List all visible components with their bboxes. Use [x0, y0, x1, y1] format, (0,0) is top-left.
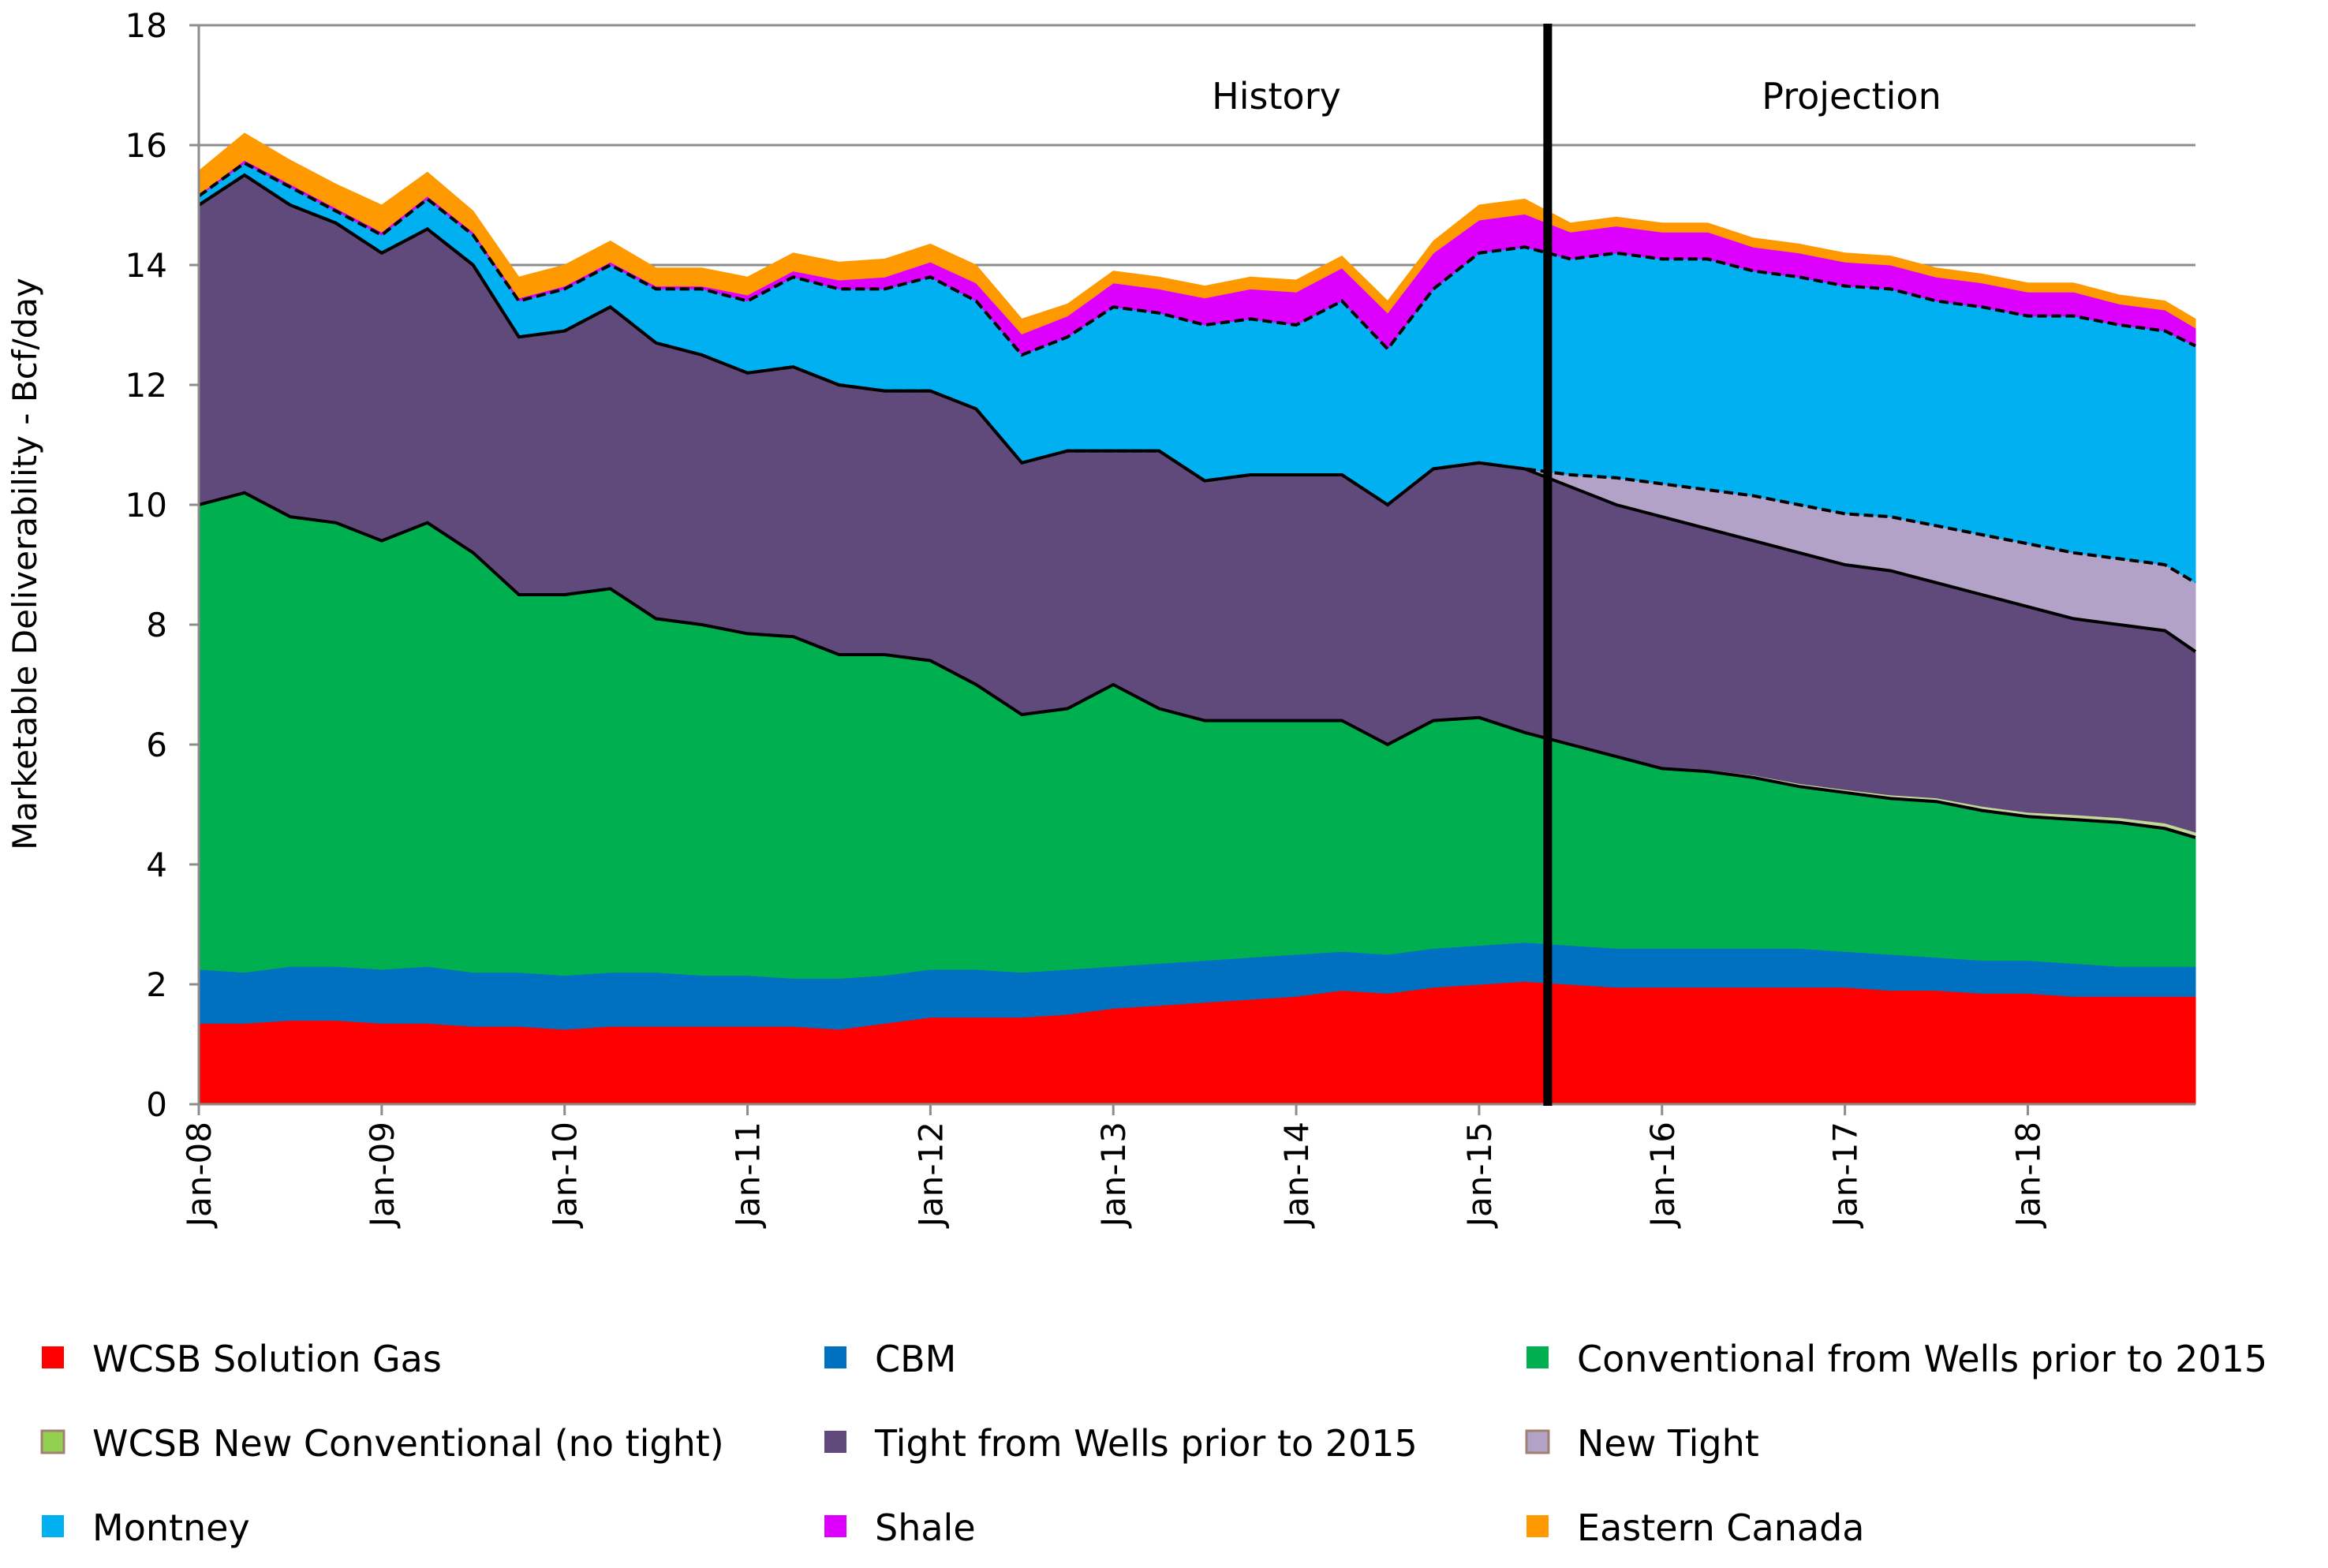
legend-label: New Tight — [1577, 1422, 1759, 1465]
x-tick-label: Jan-09 — [363, 1122, 402, 1229]
x-tick-label: Jan-14 — [1277, 1122, 1316, 1229]
area-series — [198, 133, 2196, 1105]
legend-item: CBM — [824, 1338, 956, 1380]
legend-item: Shale — [824, 1506, 976, 1549]
legend-item: WCSB New Conventional (no tight) — [40, 1422, 724, 1465]
conventional-outline — [198, 491, 2196, 839]
legend-label: WCSB Solution Gas — [92, 1338, 442, 1380]
legend-label: Tight from Wells prior to 2015 — [874, 1422, 1418, 1465]
history-label: History — [1212, 75, 1341, 118]
x-tick-label: Jan-16 — [1643, 1122, 1682, 1229]
x-tick-label: Jan-12 — [911, 1122, 950, 1229]
y-tick-label: 6 — [146, 726, 167, 764]
series-outlines — [197, 161, 2197, 839]
legend-swatch — [42, 1515, 64, 1537]
legend-item: Montney — [42, 1506, 250, 1549]
legend-label: Eastern Canada — [1577, 1506, 1864, 1549]
x-tick-label: Jan-17 — [1826, 1122, 1865, 1229]
area-eastern-canada — [198, 133, 2196, 334]
legend-item: Tight from Wells prior to 2015 — [824, 1422, 1418, 1465]
legend-swatch — [42, 1346, 64, 1368]
x-tick-label: Jan-13 — [1094, 1122, 1133, 1229]
legend-swatch — [1526, 1515, 1549, 1537]
y-tick-label: 18 — [125, 6, 167, 45]
x-tick-label: Jan-10 — [546, 1122, 585, 1229]
x-tick-label: Jan-08 — [180, 1122, 219, 1229]
projection-label: Projection — [1762, 75, 1941, 118]
legend-item: Conventional from Wells prior to 2015 — [1526, 1338, 2267, 1380]
legend-label: Conventional from Wells prior to 2015 — [1577, 1338, 2267, 1380]
y-tick-label: 10 — [125, 486, 167, 525]
legend-label: WCSB New Conventional (no tight) — [92, 1422, 724, 1465]
legend-swatch — [1526, 1346, 1549, 1368]
legend-swatch — [824, 1515, 846, 1537]
legend-item: WCSB Solution Gas — [42, 1338, 442, 1380]
legend-swatch — [824, 1346, 846, 1368]
y-tick-label: 4 — [146, 846, 167, 884]
legend-label: CBM — [875, 1338, 956, 1380]
legend-label: Montney — [92, 1506, 250, 1549]
y-axis-title: Marketable Deliverability - Bcf/day — [6, 278, 44, 850]
y-tick-label: 12 — [125, 366, 167, 405]
y-tick-label: 8 — [146, 606, 167, 644]
legend-item: Eastern Canada — [1526, 1506, 1864, 1549]
y-tick-label: 0 — [146, 1085, 167, 1124]
x-tick-label: Jan-15 — [1460, 1122, 1499, 1229]
y-tick-label: 16 — [125, 126, 167, 165]
y-tick-labels: 0 2 4 6 8 10 12 14 16 18 — [125, 6, 167, 1124]
x-tick-label: Jan-18 — [2009, 1122, 2047, 1229]
axes — [197, 25, 2195, 1115]
x-tick-label: Jan-11 — [729, 1122, 768, 1229]
legend-swatch — [1525, 1429, 1550, 1454]
x-tick-labels: Jan-08 Jan-09 Jan-10 Jan-11 Jan-12 Jan-13 Jan-… — [180, 1122, 2047, 1229]
legend-item: New Tight — [1525, 1422, 1759, 1465]
legend-swatch — [824, 1431, 846, 1453]
legend: WCSB Solution Gas CBM Conventional from We… — [40, 1338, 2267, 1549]
legend-label: Shale — [875, 1506, 976, 1549]
montney-outline — [197, 161, 2196, 357]
y-tick-label: 2 — [146, 965, 167, 1004]
tight-outline — [197, 173, 2197, 653]
legend-swatch — [40, 1429, 65, 1454]
y-tick-label: 14 — [125, 246, 167, 285]
